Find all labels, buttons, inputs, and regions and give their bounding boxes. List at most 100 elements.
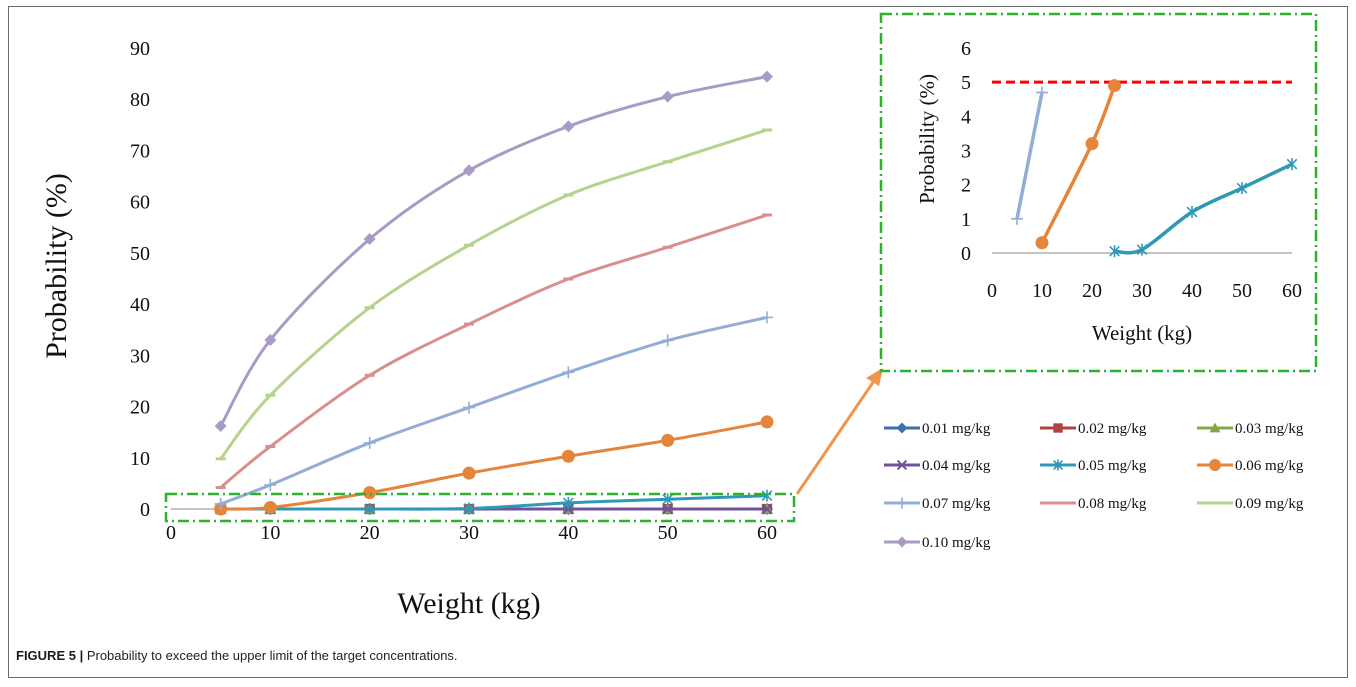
data-point (562, 366, 575, 379)
main-x-tick-label: 30 (459, 522, 479, 544)
data-point (761, 489, 773, 502)
inset-series-0-05-mg-kg (1109, 158, 1298, 258)
main-y-tick-label: 10 (130, 448, 150, 470)
legend-swatch-marker (896, 459, 908, 471)
inset-x-tick-label: 30 (1132, 280, 1152, 302)
legend-item: 0.01 mg/kg (884, 421, 991, 437)
main-x-tick-label: 20 (360, 522, 380, 544)
legend-label: 0.02 mg/kg (1078, 421, 1147, 437)
callout-arrow-head (866, 368, 883, 386)
data-point (1085, 137, 1099, 151)
main-y-tick-label: 0 (140, 499, 150, 521)
legend-item: 0.04 mg/kg (884, 458, 991, 474)
data-point (760, 415, 774, 429)
inset-x-tick-label: 50 (1232, 280, 1252, 302)
main-x-tick-label: 10 (260, 522, 280, 544)
legend-item: 0.07 mg/kg (884, 496, 991, 512)
legend-swatch-marker (896, 536, 908, 548)
legend-item: 0.09 mg/kg (1197, 496, 1304, 512)
data-point (363, 436, 376, 449)
callout-arrow-shaft (795, 377, 878, 495)
data-point (1236, 182, 1248, 195)
inset-x-axis-label: Weight (kg) (1092, 321, 1192, 345)
main-chart: 0 10 20 30 40 50 60 0 10 20 30 40 50 60 70 80 90 Probabi… (40, 38, 796, 620)
legend-item: 0.03 mg/kg (1197, 421, 1304, 437)
figure-frame (8, 6, 1348, 678)
data-point (761, 503, 773, 515)
legend-label: 0.04 mg/kg (922, 458, 991, 474)
main-y-tick-label: 20 (130, 397, 150, 419)
main-y-axis-label: Probability (%) (40, 173, 73, 359)
data-point (462, 466, 476, 480)
data-point (214, 497, 227, 510)
legend-label: 0.03 mg/kg (1235, 421, 1304, 437)
figure-caption: FIGURE 5 | Probability to exceed the upp… (16, 648, 458, 663)
zoom-region-box (164, 492, 796, 523)
series-line (219, 213, 768, 489)
main-series-0-09-mg-kg (215, 128, 772, 461)
main-series-0-08-mg-kg (215, 213, 772, 489)
main-x-axis-label: Weight (kg) (397, 587, 540, 620)
series-line (1114, 162, 1293, 255)
legend-item: 0.02 mg/kg (1040, 421, 1147, 437)
main-y-tick-label: 30 (130, 345, 150, 367)
data-point (1109, 245, 1120, 258)
inset-y-tick-label: 1 (961, 209, 971, 231)
figure-caption-text: Probability to exceed the upper limit of… (86, 648, 458, 663)
data-point (463, 164, 475, 177)
inset-series-group (1011, 79, 1298, 258)
legend-label: 0.08 mg/kg (1078, 496, 1147, 512)
legend-item: 0.10 mg/kg (884, 535, 991, 551)
data-point (661, 334, 674, 347)
data-point (662, 503, 674, 515)
data-point (1108, 79, 1121, 93)
legend-swatch-marker (1053, 459, 1063, 471)
data-point (463, 401, 475, 414)
main-x-tick-label: 40 (558, 522, 578, 544)
data-point (562, 496, 574, 509)
inset-y-tick-label: 5 (961, 72, 971, 94)
inset-series-0-06-mg-kg (1035, 79, 1121, 250)
series-line (220, 315, 768, 506)
data-point (364, 503, 376, 515)
data-point (463, 502, 475, 515)
inset-y-axis-label: Probability (%) (915, 74, 939, 204)
data-point (1136, 243, 1148, 256)
main-series-0-07-mg-kg (214, 311, 773, 510)
data-point (1036, 86, 1048, 99)
figure-caption-label: FIGURE 5 | (16, 648, 84, 663)
main-x-tick-label: 60 (757, 522, 777, 544)
main-series-0-06-mg-kg (214, 415, 774, 516)
data-point (661, 90, 674, 103)
legend-label: 0.06 mg/kg (1235, 458, 1304, 474)
main-series-group (214, 70, 774, 516)
legend-label: 0.09 mg/kg (1235, 496, 1304, 512)
legend-item: 0.08 mg/kg (1040, 496, 1147, 512)
data-point (264, 478, 277, 491)
inset-y-tick-label: 2 (961, 175, 971, 197)
series-line (219, 75, 768, 427)
inset-x-tick-label: 10 (1032, 280, 1052, 302)
data-point (661, 433, 675, 447)
data-point (1186, 206, 1198, 218)
inset-frame (879, 12, 1318, 373)
data-point (1011, 212, 1023, 225)
legend-item: 0.05 mg/kg (1040, 458, 1147, 474)
series-line (1040, 84, 1117, 244)
legend-item: 0.06 mg/kg (1197, 458, 1304, 474)
main-y-tick-label: 80 (130, 89, 150, 111)
inset-x-tick-label: 20 (1082, 280, 1102, 302)
legend-label: 0.05 mg/kg (1078, 458, 1147, 474)
legend: 0.01 mg/kg 0.02 mg/kg 0.03 mg/kg 0.04 mg/kg… (884, 421, 1304, 551)
legend-swatch-marker (896, 422, 908, 434)
main-y-tick-label: 60 (130, 192, 150, 214)
main-y-tick-label: 50 (130, 243, 150, 265)
data-point (363, 486, 377, 500)
inset-y-tick-label: 0 (961, 243, 971, 265)
data-point (263, 500, 277, 514)
inset-x-tick-label: 40 (1182, 280, 1202, 302)
legend-swatch-marker (1053, 423, 1063, 433)
inset-x-tick-label: 60 (1282, 280, 1302, 302)
data-point (1286, 158, 1298, 171)
